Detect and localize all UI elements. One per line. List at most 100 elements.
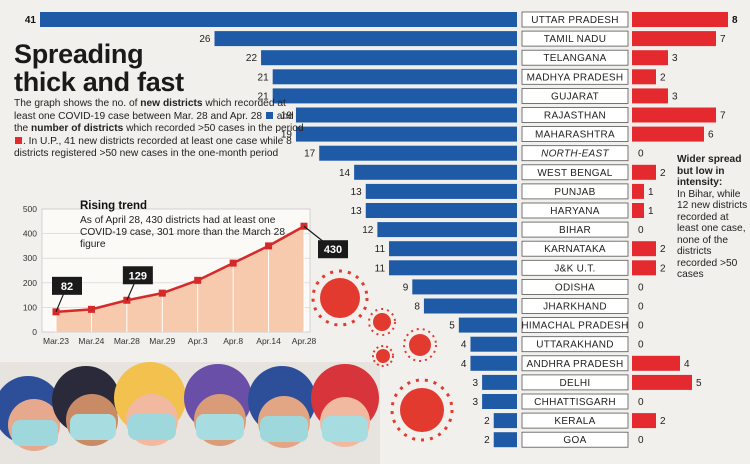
blue-bar-value: 19	[281, 111, 293, 122]
category-label-box	[521, 49, 629, 66]
category-label: KARNATAKA	[544, 244, 606, 255]
red-bar-value: 3	[672, 91, 678, 102]
red-bar-value: 0	[638, 340, 644, 351]
rising-trend-title: Rising trend	[80, 200, 148, 212]
side-note-head: Wider spread but low in intensity:	[677, 154, 742, 188]
category-label-box	[521, 355, 629, 372]
callout-box	[122, 266, 153, 285]
red-bar-value: 7	[720, 34, 726, 45]
blue-bar	[470, 355, 517, 371]
category-label: CHHATTISGARH	[534, 397, 616, 408]
blue-bar	[40, 12, 517, 27]
category-label-box	[521, 11, 629, 28]
blue-bar	[272, 69, 517, 85]
category-label: RAJASTHAN	[544, 111, 606, 122]
desc-part-5: . In U.P., 41 new districts recorded at …	[14, 135, 292, 160]
red-bar-value: 7	[720, 111, 726, 122]
data-point	[229, 259, 237, 267]
x-tick-label: Mar.29	[149, 336, 175, 346]
blue-bar	[482, 394, 517, 409]
red-bar-value: 0	[638, 302, 644, 313]
category-label: UTTAR PRADESH	[531, 15, 619, 26]
blue-bar	[482, 374, 517, 390]
red-bar-value: 0	[638, 397, 644, 408]
blue-bar-value: 3	[473, 397, 479, 408]
blue-bar	[423, 298, 517, 314]
category-label: BIHAR	[559, 225, 591, 236]
category-label: JHARKHAND	[543, 302, 607, 313]
blue-bar-value: 13	[351, 187, 363, 198]
red-bar-value: 1	[648, 187, 654, 198]
category-label-box	[521, 30, 629, 47]
page-title: Spreading thick and fast	[14, 40, 184, 96]
blue-bar	[295, 126, 517, 142]
category-label: J&K U.T.	[554, 263, 595, 274]
category-label: TAMIL NADU	[544, 34, 606, 45]
desc-bold-1: new districts	[140, 98, 203, 109]
red-bar	[632, 260, 656, 276]
blue-bar-value: 21	[258, 91, 270, 102]
red-bar-value: 4	[684, 359, 690, 370]
x-tick-label: Mar.28	[114, 336, 140, 346]
rising-trend-text: As of April 28, 430 districts had at lea…	[80, 215, 285, 251]
category-label-box	[521, 298, 629, 314]
y-tick-label: 0	[32, 327, 37, 337]
category-label: HARYANA	[550, 206, 600, 217]
callout-box	[318, 240, 348, 259]
red-bar	[632, 12, 728, 27]
callout-value: 129	[129, 270, 147, 282]
masked-faces-illustration	[0, 362, 380, 464]
red-bar-value: 0	[638, 435, 644, 446]
blue-bar-value: 4	[461, 359, 467, 370]
virus-icon-tiny	[372, 345, 394, 367]
y-tick-label: 100	[23, 302, 37, 312]
trend-line	[55, 225, 305, 314]
blue-bar-value: 22	[246, 53, 258, 64]
desc-bold-2: number of districts	[31, 123, 124, 135]
red-bar	[632, 374, 692, 390]
area-fill	[56, 226, 304, 332]
blue-bar-value: 19	[281, 130, 293, 141]
blue-bar	[295, 107, 517, 123]
y-tick-label: 500	[23, 204, 37, 214]
blue-bar-value: 41	[25, 15, 37, 26]
category-label-box	[521, 412, 629, 429]
category-label-box	[521, 431, 629, 448]
category-label: MAHARASHTRA	[535, 130, 615, 141]
category-label-box	[521, 88, 629, 104]
blue-bar	[389, 241, 517, 257]
desc-part-2: which recorded at least one COVID-19 cas…	[14, 98, 286, 122]
y-tick-label: 200	[23, 278, 37, 288]
blue-bar-value: 14	[339, 168, 351, 179]
blue-bar-value: 3	[473, 378, 479, 389]
red-bar-value: 0	[638, 282, 644, 293]
category-label-box	[521, 259, 629, 276]
red-bar	[632, 88, 668, 104]
category-label: WEST BENGAL	[537, 168, 612, 179]
virus-icon-medium	[403, 328, 437, 362]
red-bar	[632, 241, 656, 257]
category-label: HIMACHAL PRADESH	[521, 321, 628, 332]
x-tick-label: Apr.14	[256, 336, 281, 346]
category-label: ODISHA	[555, 282, 595, 293]
desc-part-3: and the	[14, 110, 294, 135]
red-legend-square	[15, 136, 22, 144]
blue-bar	[389, 260, 517, 276]
blue-bar-value: 11	[375, 263, 386, 274]
category-label-box	[521, 126, 629, 142]
blue-bar	[354, 164, 517, 180]
red-bar-value: 2	[660, 244, 666, 255]
blue-legend-square	[265, 111, 273, 119]
red-bar	[632, 50, 668, 66]
blue-bar-value: 2	[484, 416, 490, 427]
blue-bar-value: 2	[484, 435, 490, 446]
data-point	[265, 242, 273, 250]
category-label-box	[521, 240, 629, 257]
callout-value: 82	[61, 281, 73, 293]
red-bar-value: 2	[660, 168, 666, 179]
blue-bar	[319, 145, 517, 161]
blue-bar-value: 8	[414, 302, 420, 313]
category-label-box	[521, 202, 629, 219]
red-bar	[632, 183, 644, 199]
